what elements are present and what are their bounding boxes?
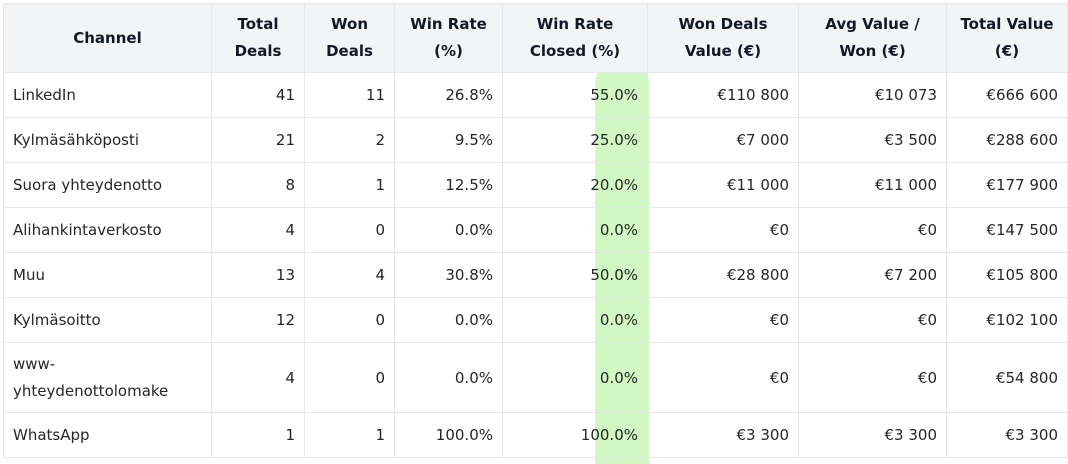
table-row: LinkedIn 41 11 26.8% 55.0% €110 800 €10 … (3, 72, 1068, 118)
cell-total-deals: 12 (211, 297, 305, 343)
table-row: www-yhteydenottolomake 4 0 0.0% 0.0% €0 … (3, 342, 1068, 413)
table-header: Channel Total Deals Won Deals Win Rate (… (3, 3, 1068, 73)
cell-avg-value: €3 300 (798, 412, 947, 458)
cell-channel: LinkedIn (3, 72, 212, 118)
cell-avg-value: €0 (798, 297, 947, 343)
cell-win-rate: 26.8% (394, 72, 503, 118)
cell-channel: Kylmäsoitto (3, 297, 212, 343)
header-channel[interactable]: Channel (3, 3, 212, 73)
table-row: WhatsApp 1 1 100.0% 100.0% €3 300 €3 300… (3, 412, 1068, 458)
header-row: Channel Total Deals Won Deals Win Rate (… (3, 3, 1068, 73)
cell-won-value: €28 800 (647, 252, 799, 298)
cell-win-rate: 0.0% (394, 207, 503, 253)
cell-win-rate-closed: 0.0% (502, 297, 648, 343)
table-body: LinkedIn 41 11 26.8% 55.0% €110 800 €10 … (3, 72, 1068, 458)
cell-win-rate: 30.8% (394, 252, 503, 298)
cell-channel: Muu (3, 252, 212, 298)
cell-won-value: €11 000 (647, 162, 799, 208)
cell-win-rate-closed: 0.0% (502, 342, 648, 413)
cell-win-rate: 100.0% (394, 412, 503, 458)
cell-total-value: €288 600 (946, 117, 1068, 163)
cell-total-value: €54 800 (946, 342, 1068, 413)
cell-total-deals: 41 (211, 72, 305, 118)
cell-total-deals: 21 (211, 117, 305, 163)
cell-avg-value: €11 000 (798, 162, 947, 208)
header-win-rate[interactable]: Win Rate (%) (394, 3, 503, 73)
header-avg-value-per-won[interactable]: Avg Value / Won (€) (798, 3, 947, 73)
cell-avg-value: €0 (798, 207, 947, 253)
cell-avg-value: €3 500 (798, 117, 947, 163)
cell-avg-value: €7 200 (798, 252, 947, 298)
cell-channel: WhatsApp (3, 412, 212, 458)
cell-channel: www-yhteydenottolomake (3, 342, 212, 413)
cell-total-deals: 1 (211, 412, 305, 458)
cell-channel: Alihankintaverkosto (3, 207, 212, 253)
cell-total-value: €147 500 (946, 207, 1068, 253)
cell-win-rate-closed: 0.0% (502, 207, 648, 253)
cell-total-value: €105 800 (946, 252, 1068, 298)
cell-channel: Suora yhteydenotto (3, 162, 212, 208)
cell-total-value: €177 900 (946, 162, 1068, 208)
header-win-rate-closed[interactable]: Win Rate Closed (%) (502, 3, 648, 73)
cell-won-value: €110 800 (647, 72, 799, 118)
cell-won-deals: 4 (304, 252, 395, 298)
cell-win-rate: 12.5% (394, 162, 503, 208)
cell-win-rate: 9.5% (394, 117, 503, 163)
header-total-value[interactable]: Total Value (€) (946, 3, 1068, 73)
cell-win-rate-closed: 55.0% (502, 72, 648, 118)
cell-won-deals: 0 (304, 297, 395, 343)
cell-won-deals: 0 (304, 207, 395, 253)
cell-total-value: €666 600 (946, 72, 1068, 118)
table-row: Kylmäsoitto 12 0 0.0% 0.0% €0 €0 €102 10… (3, 297, 1068, 343)
channel-performance-table: Channel Total Deals Won Deals Win Rate (… (3, 3, 1068, 458)
channel-performance-table-wrapper: Channel Total Deals Won Deals Win Rate (… (3, 3, 1068, 464)
cell-won-deals: 1 (304, 162, 395, 208)
cell-total-deals: 8 (211, 162, 305, 208)
table-row: Kylmäsähköposti 21 2 9.5% 25.0% €7 000 €… (3, 117, 1068, 163)
cell-won-deals: 2 (304, 117, 395, 163)
header-won-deals[interactable]: Won Deals (304, 3, 395, 73)
cell-total-deals: 4 (211, 207, 305, 253)
cell-win-rate-closed: 20.0% (502, 162, 648, 208)
header-total-deals[interactable]: Total Deals (211, 3, 305, 73)
cell-total-value: €102 100 (946, 297, 1068, 343)
cell-win-rate-closed: 25.0% (502, 117, 648, 163)
cell-won-value: €0 (647, 297, 799, 343)
cell-won-value: €0 (647, 342, 799, 413)
table-row: Alihankintaverkosto 4 0 0.0% 0.0% €0 €0 … (3, 207, 1068, 253)
cell-channel: Kylmäsähköposti (3, 117, 212, 163)
cell-total-value: €3 300 (946, 412, 1068, 458)
cell-avg-value: €0 (798, 342, 947, 413)
table-row: Suora yhteydenotto 8 1 12.5% 20.0% €11 0… (3, 162, 1068, 208)
cell-avg-value: €10 073 (798, 72, 947, 118)
cell-win-rate: 0.0% (394, 297, 503, 343)
cell-win-rate-closed: 50.0% (502, 252, 648, 298)
cell-win-rate-closed: 100.0% (502, 412, 648, 458)
table-row: Muu 13 4 30.8% 50.0% €28 800 €7 200 €105… (3, 252, 1068, 298)
cell-won-deals: 0 (304, 342, 395, 413)
cell-total-deals: 13 (211, 252, 305, 298)
cell-won-value: €3 300 (647, 412, 799, 458)
cell-total-deals: 4 (211, 342, 305, 413)
cell-won-value: €0 (647, 207, 799, 253)
cell-won-deals: 11 (304, 72, 395, 118)
cell-won-deals: 1 (304, 412, 395, 458)
header-won-deals-value[interactable]: Won Deals Value (€) (647, 3, 799, 73)
cell-won-value: €7 000 (647, 117, 799, 163)
cell-win-rate: 0.0% (394, 342, 503, 413)
